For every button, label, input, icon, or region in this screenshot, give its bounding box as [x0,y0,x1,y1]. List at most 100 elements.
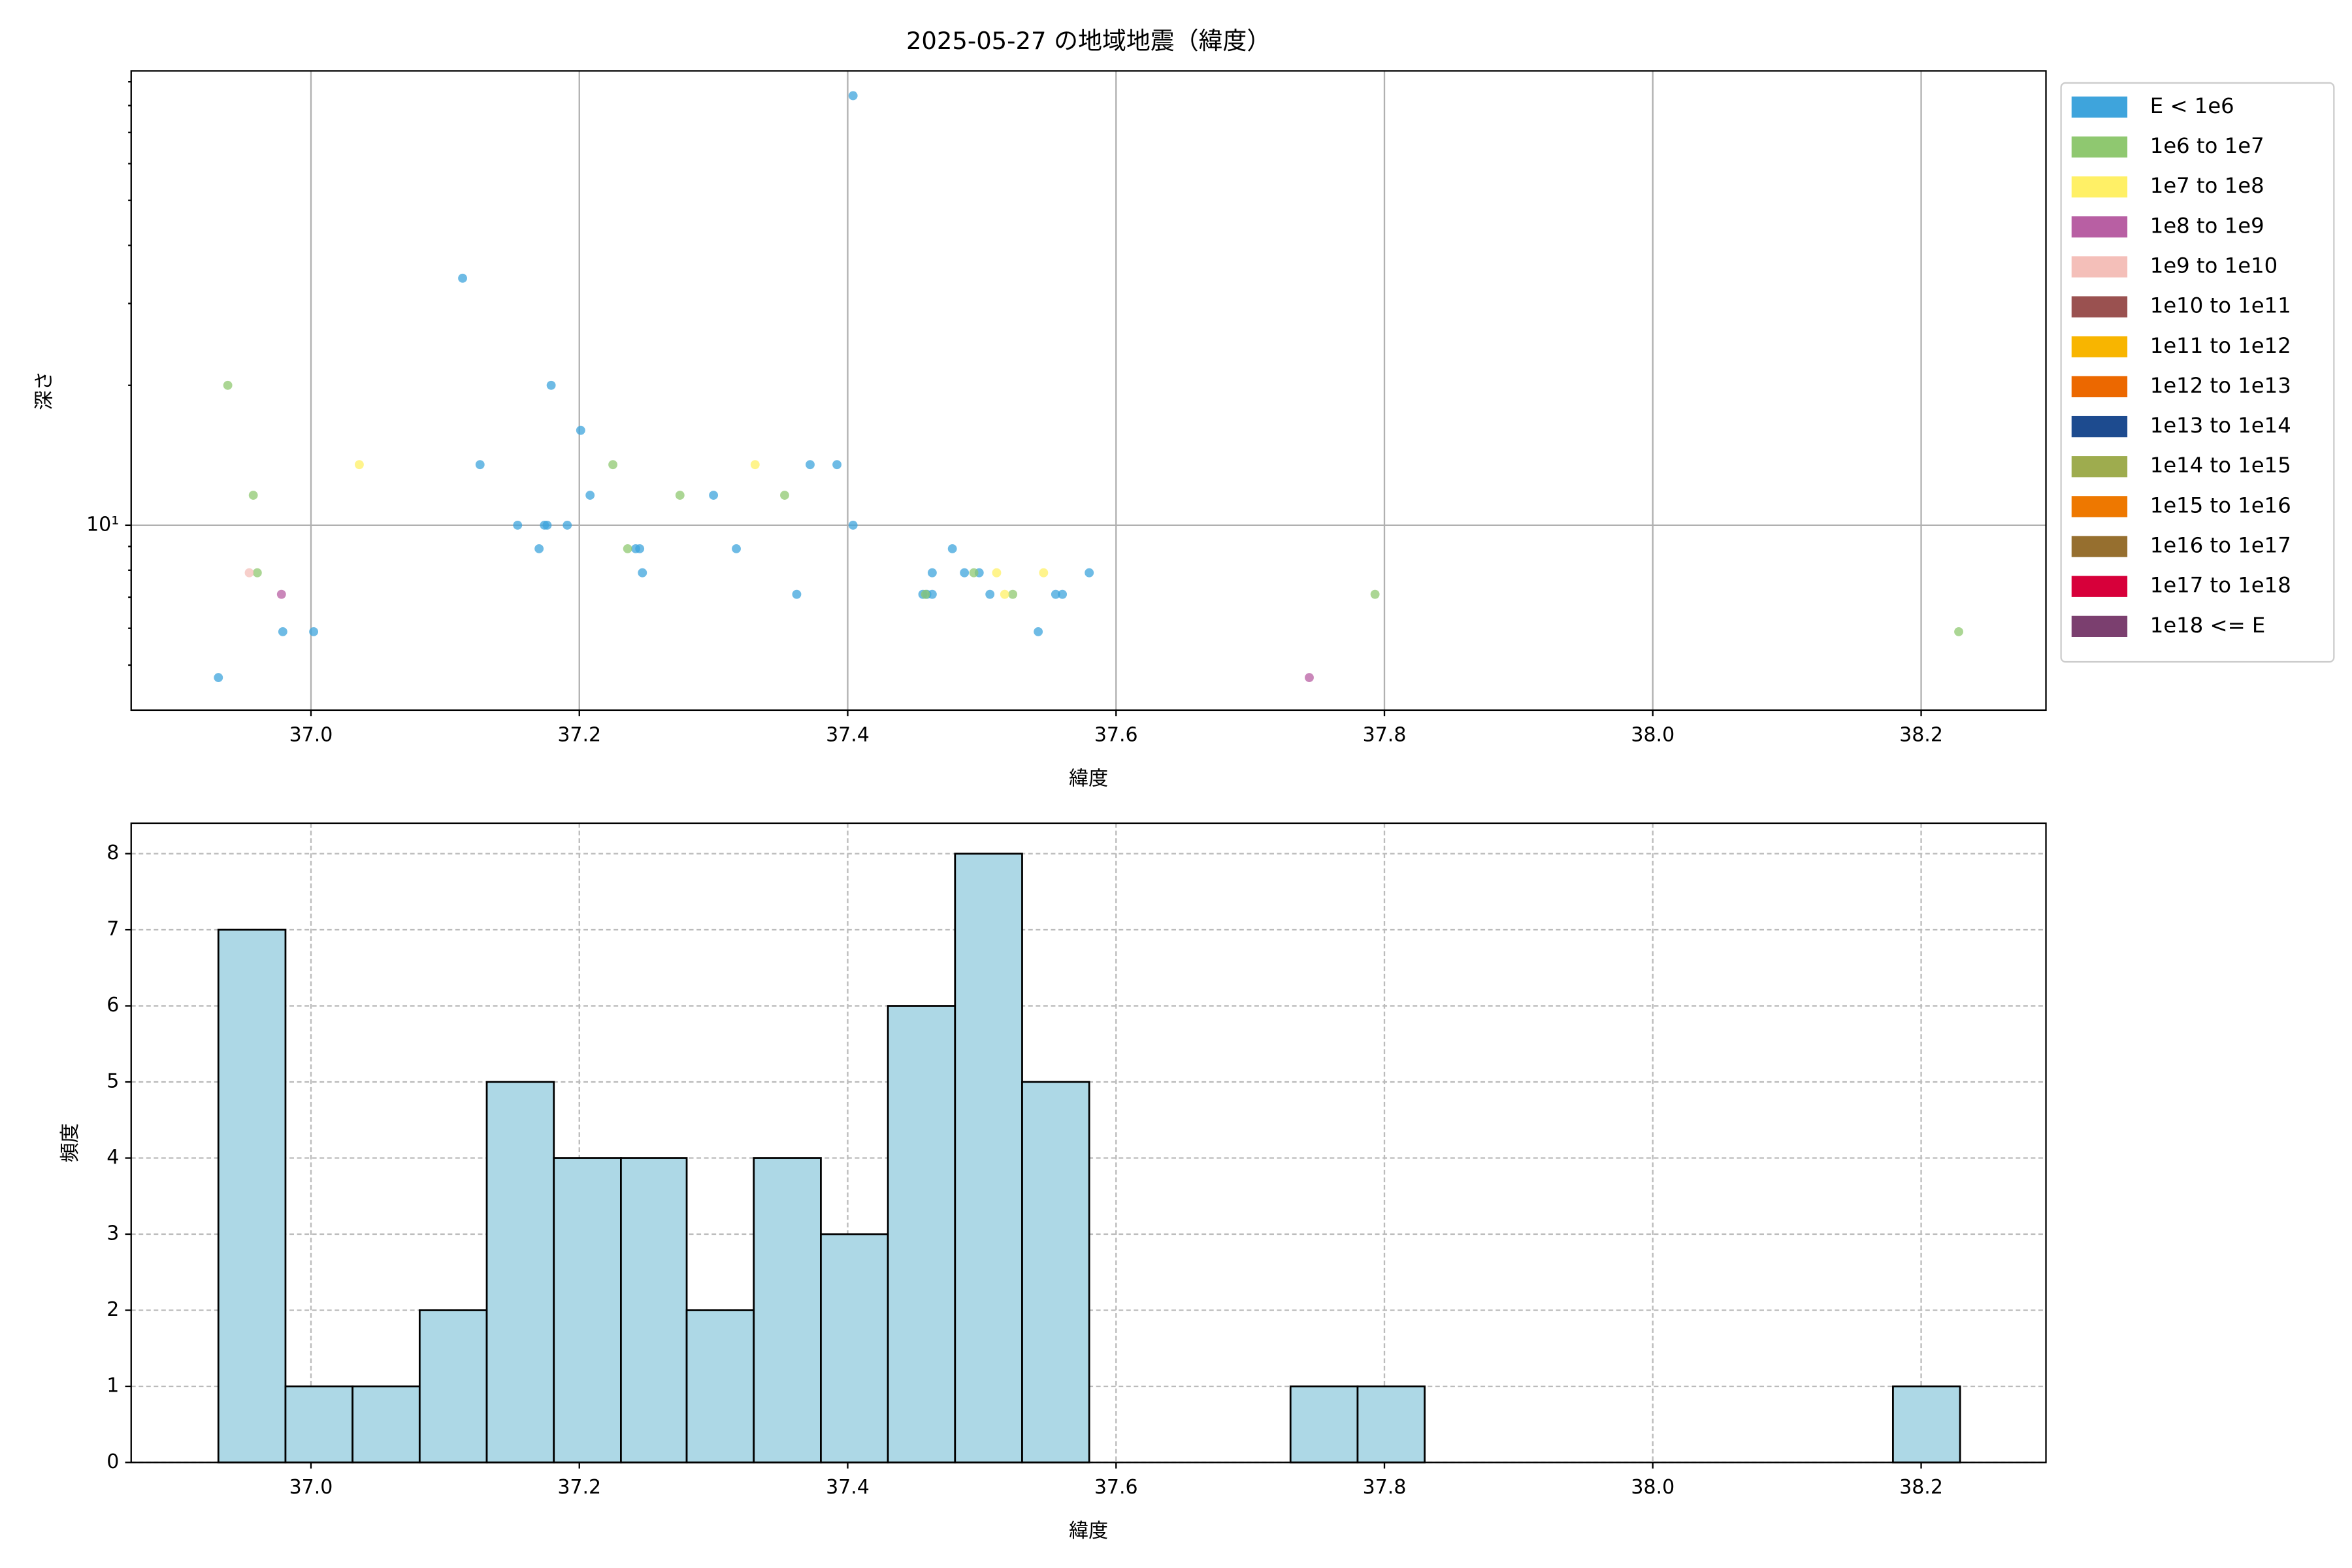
point [546,380,556,390]
y-tick-label: 5 [106,1070,119,1093]
point [750,460,760,470]
legend-label: 1e11 to 1e12 [2150,333,2291,358]
y-tick-label: 4 [106,1146,119,1169]
point [309,627,319,636]
point [1039,568,1049,578]
point [848,520,858,530]
x-tick-label: 37.0 [289,724,333,747]
point [1000,589,1009,599]
bar [753,1157,822,1463]
legend-swatch [2071,496,2128,517]
y-tick-label: 1 [106,1374,119,1397]
legend-swatch [2071,136,2128,158]
point [1008,589,1018,599]
legend-box [2060,82,2335,663]
point [223,380,233,390]
point [608,460,618,470]
bar [1356,1385,1426,1463]
legend-swatch [2071,376,2128,398]
axes-frame [130,70,2047,711]
legend-swatch [2071,456,2128,478]
legend-label: 1e7 to 1e8 [2150,173,2264,198]
bar [954,853,1023,1463]
y-tick-label: 10¹ [86,513,119,536]
legend-swatch [2071,176,2128,198]
legend-label: 1e18 <= E [2150,613,2266,638]
x-tick-label: 37.0 [289,1476,333,1499]
legend-label: 1e6 to 1e7 [2150,133,2264,158]
legend-label: 1e13 to 1e14 [2150,413,2291,438]
legend-swatch [2071,256,2128,278]
point [244,568,254,578]
bar [887,1005,956,1463]
point [947,544,957,553]
point [675,491,685,500]
legend-label: 1e17 to 1e18 [2150,573,2291,598]
point [1370,589,1380,599]
legend-label: 1e9 to 1e10 [2150,253,2278,278]
legend-swatch [2071,96,2128,118]
point [732,544,741,553]
y-tick-label: 3 [106,1222,119,1245]
point [1954,627,1963,636]
point [927,568,937,578]
point [623,544,632,553]
bar [1289,1385,1359,1463]
point [848,91,858,101]
bar [485,1081,555,1463]
point [806,460,815,470]
bar [284,1385,354,1463]
legend-swatch [2071,336,2128,357]
point [1058,589,1068,599]
point [921,589,930,599]
chart-title: 2025-05-27 の地域地震（緯度） [906,27,1271,55]
legend-label: 1e12 to 1e13 [2150,373,2291,398]
legend-swatch [2071,296,2128,318]
x-tick-label: 37.2 [557,1476,601,1499]
point [985,589,995,599]
point [927,589,937,599]
point [709,491,719,500]
x-axis-label: 緯度 [1069,1520,1108,1543]
y-axis-label: 頻度 [59,1123,82,1162]
point [969,568,979,578]
point [214,673,223,683]
legend-label: E < 1e6 [2150,93,2234,118]
point [1305,673,1314,683]
point [563,520,572,530]
point [534,544,544,553]
point [635,544,645,553]
point [585,491,595,500]
legend-label: 1e10 to 1e11 [2150,293,2291,318]
bar [351,1385,421,1463]
point [252,568,262,578]
point [792,589,802,599]
legend-swatch [2071,615,2128,637]
axes-frame [130,822,2047,1463]
y-tick-label: 7 [106,918,119,941]
point [475,460,485,470]
y-tick-label: 2 [106,1298,119,1321]
x-tick-label: 37.6 [1094,724,1138,747]
x-tick-label: 37.6 [1094,1476,1138,1499]
bar [1892,1385,1961,1463]
y-axis-label: 深さ [33,371,56,410]
point [458,273,467,283]
bar [685,1309,755,1463]
legend-label: 1e15 to 1e16 [2150,493,2291,517]
x-tick-label: 37.2 [557,724,601,747]
x-tick-label: 38.0 [1631,724,1674,747]
bar [217,928,287,1463]
point [780,491,789,500]
legend-label: 1e16 to 1e17 [2150,533,2291,558]
y-tick-label: 6 [106,994,119,1017]
legend-label: 1e8 to 1e9 [2150,213,2264,238]
y-tick-label: 0 [106,1450,119,1473]
bar [820,1233,889,1463]
x-tick-label: 37.8 [1363,1476,1407,1499]
point [960,568,970,578]
point [1085,568,1094,578]
bar [620,1157,688,1463]
